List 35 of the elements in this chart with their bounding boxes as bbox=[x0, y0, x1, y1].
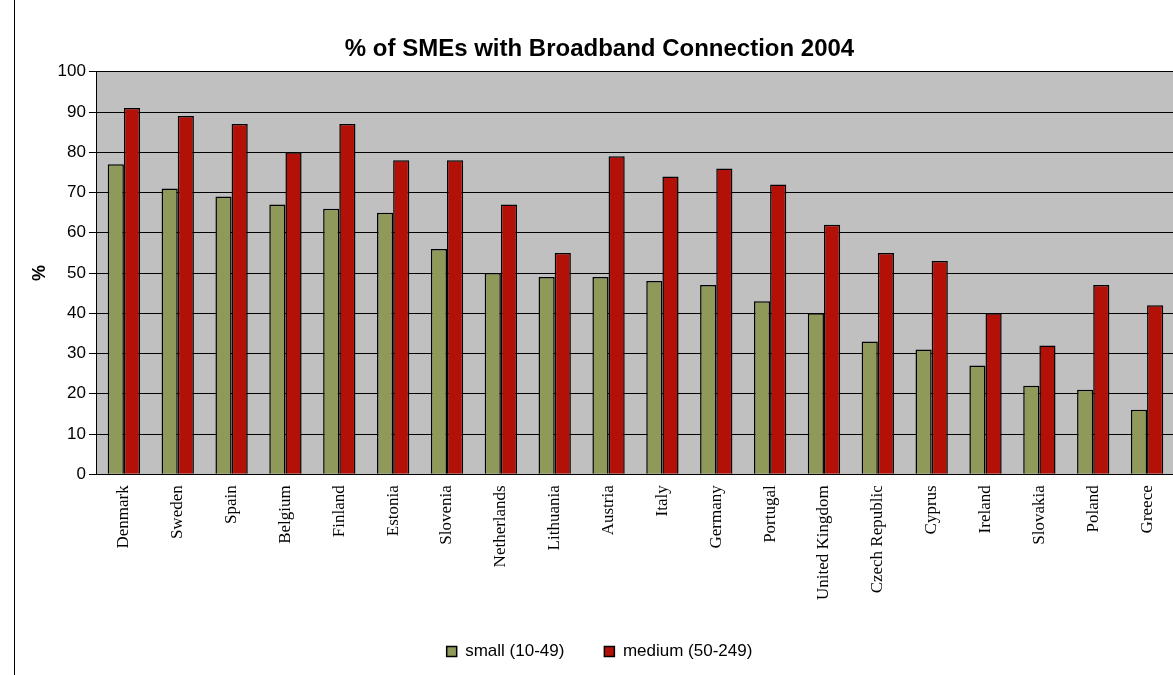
y-tick-label: 20 bbox=[67, 383, 86, 403]
y-tick-label: 90 bbox=[67, 101, 86, 121]
x-tick-label: Austria bbox=[598, 484, 618, 536]
x-tick-label: Denmark bbox=[113, 484, 133, 549]
y-tick-label: 70 bbox=[67, 182, 86, 202]
x-tick-label: Slovakia bbox=[1028, 484, 1048, 545]
chart-title: % of SMEs with Broadband Connection 2004 bbox=[344, 34, 855, 62]
x-tick-label: Belgium bbox=[274, 485, 294, 544]
y-tick-label: 40 bbox=[67, 302, 86, 322]
y-tick-label: 100 bbox=[57, 61, 86, 81]
y-tick-label: 50 bbox=[67, 262, 86, 282]
y-axis-title: % bbox=[28, 265, 49, 282]
legend-label: small (10-49) bbox=[465, 641, 565, 661]
y-tick-label: 80 bbox=[67, 141, 86, 161]
x-tick-label: Netherlands bbox=[490, 485, 510, 568]
x-tick-label: Czech Republic bbox=[867, 484, 887, 594]
x-tick-label: Finland bbox=[328, 484, 348, 538]
x-tick-label: Cyprus bbox=[921, 485, 941, 535]
x-tick-label: Sweden bbox=[167, 484, 187, 540]
x-tick-label: Spain bbox=[221, 484, 241, 524]
y-tick-label: 10 bbox=[67, 423, 86, 443]
x-tick-label: Portugal bbox=[759, 484, 779, 543]
x-tick-label: Ireland bbox=[974, 484, 994, 534]
y-tick-label: 60 bbox=[67, 222, 86, 242]
x-tick-label: Greece bbox=[1136, 485, 1156, 534]
x-tick-label: Italy bbox=[651, 484, 671, 517]
y-tick-label: 30 bbox=[67, 343, 86, 363]
legend-label: medium (50-249) bbox=[622, 641, 753, 661]
x-tick-label: Estonia bbox=[382, 484, 402, 537]
x-tick-label: Poland bbox=[1082, 484, 1102, 533]
x-tick-label: United Kingdom bbox=[813, 485, 833, 601]
x-tick-label: Lithuania bbox=[544, 484, 564, 551]
x-tick-label: Germany bbox=[705, 484, 725, 549]
y-tick-label: 0 bbox=[76, 463, 86, 483]
x-tick-label: Slovenia bbox=[436, 484, 456, 545]
